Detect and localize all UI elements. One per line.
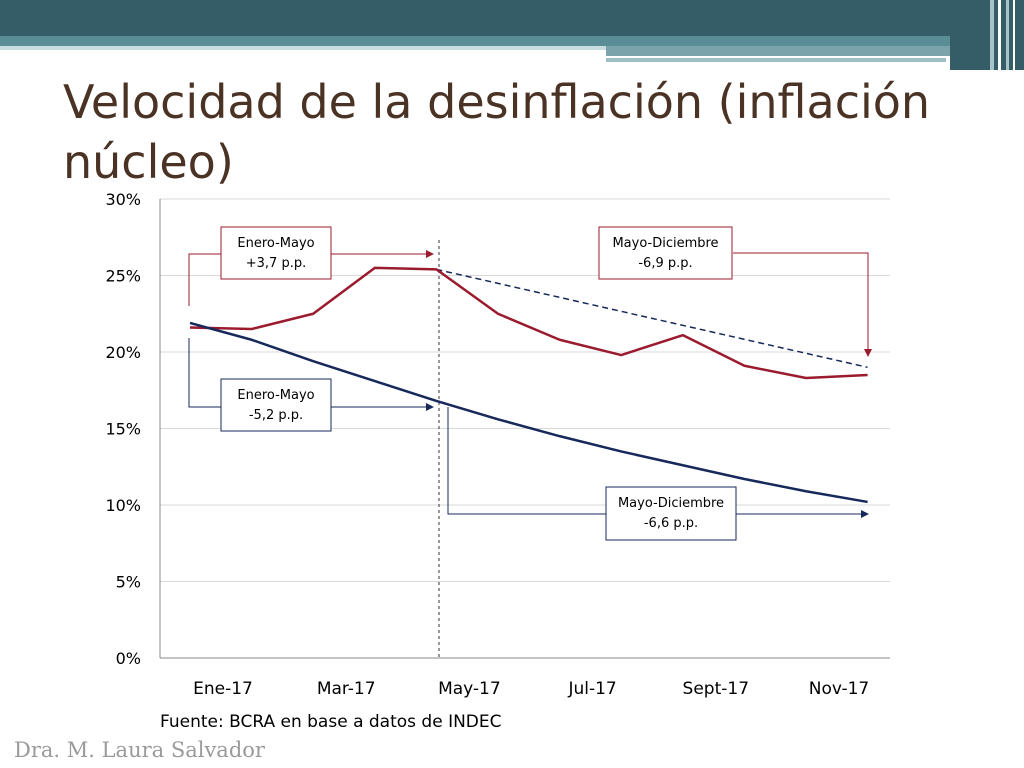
x-tick-label: Jul-17: [567, 679, 616, 699]
callout-value: -5,2 p.p.: [249, 408, 303, 423]
callout-enero-mayo-blue: Enero-Mayo -5,2 p.p.: [220, 378, 332, 432]
slide-title: Velocidad de la desinflación (inflación …: [63, 75, 931, 189]
connector-enero-mayo-red: [188, 250, 434, 306]
annotation-callouts: Enero-Mayo +3,7 p.p. Mayo-Diciembre -6,9 p.…: [188, 226, 872, 541]
data-series: [189, 266, 868, 504]
callout-mayo-diciembre-blue: Mayo-Diciembre -6,6 p.p.: [605, 486, 737, 541]
callout-value: -6,6 p.p.: [644, 516, 698, 531]
callout-mayo-diciembre-red: Mayo-Diciembre -6,9 p.p.: [598, 226, 733, 280]
x-tick-label: May-17: [438, 679, 501, 699]
callout-box: [598, 226, 733, 280]
y-tick-label: 5%: [116, 573, 141, 592]
callout-box: [605, 486, 737, 541]
x-tick-label: Sept-17: [683, 679, 749, 699]
x-tick-label: Mar-17: [317, 679, 376, 699]
source-note: Fuente: BCRA en base a datos de INDEC: [160, 712, 502, 732]
x-tick-label: Nov-17: [809, 679, 870, 699]
trend-line-dashed: [436, 268, 868, 369]
y-tick-label: 15%: [105, 420, 141, 439]
callout-label: Mayo-Diciembre: [612, 236, 718, 251]
author-footer: Dra. M. Laura Salvador: [14, 738, 265, 762]
callout-enero-mayo-red: Enero-Mayo +3,7 p.p.: [220, 226, 332, 280]
title-banner-decoration: [0, 0, 1024, 70]
callout-label: Mayo-Diciembre: [618, 496, 724, 511]
series-line-blue: [189, 321, 868, 504]
y-tick-label: 30%: [105, 190, 141, 209]
connector-mayo-diciembre-red: [733, 252, 872, 357]
trend-line: [436, 268, 868, 369]
callout-label: Enero-Mayo: [237, 236, 314, 251]
y-tick-label: 20%: [105, 343, 141, 362]
y-tick-label: 25%: [105, 267, 141, 286]
chart-axes: [159, 199, 890, 659]
y-tick-label: 0%: [116, 649, 141, 668]
callout-value: +3,7 p.p.: [246, 256, 306, 271]
series-line-red: [189, 266, 868, 380]
callout-value: -6,9 p.p.: [638, 256, 692, 271]
x-axis-ticks: Ene-17 Mar-17 May-17 Jul-17 Sept-17 Nov-17: [193, 679, 869, 699]
callout-box: [220, 226, 332, 280]
connector-enero-mayo-blue: [188, 338, 434, 411]
y-axis-ticks: 0% 5% 10% 15% 20% 25% 30%: [105, 190, 141, 668]
callout-label: Enero-Mayo: [237, 388, 314, 403]
y-tick-label: 10%: [105, 496, 141, 515]
x-tick-label: Ene-17: [193, 679, 253, 699]
callout-box: [220, 378, 332, 432]
